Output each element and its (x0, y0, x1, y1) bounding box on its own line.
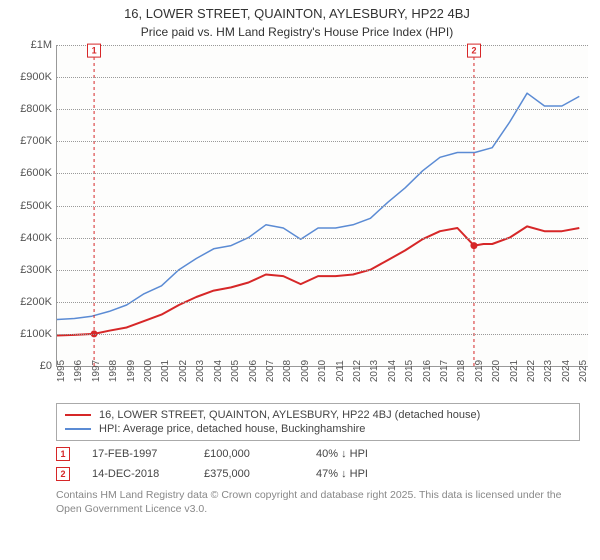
legend-item-price-paid: 16, LOWER STREET, QUAINTON, AYLESBURY, H… (65, 408, 571, 422)
plot-region: 12 (56, 45, 588, 367)
marker-dot (470, 242, 477, 249)
series-price_paid (57, 226, 579, 335)
chart-title: 16, LOWER STREET, QUAINTON, AYLESBURY, H… (4, 6, 590, 21)
y-axis-label: £300K (8, 264, 52, 276)
y-axis-label: £500K (8, 200, 52, 212)
gridline-h (57, 173, 588, 174)
transaction-delta-2: 47% ↓ HPI (316, 468, 406, 480)
y-axis-label: £400K (8, 232, 52, 244)
legend-item-hpi: HPI: Average price, detached house, Buck… (65, 422, 571, 436)
transaction-price-1: £100,000 (204, 448, 294, 460)
chart-area: 12 1995199619971998199920002001200220032… (8, 45, 588, 397)
y-axis-label: £100K (8, 328, 52, 340)
gridline-h (57, 206, 588, 207)
gridline-h (57, 334, 588, 335)
gridline-h (57, 77, 588, 78)
transaction-row-2: 2 14-DEC-2018 £375,000 47% ↓ HPI (56, 467, 590, 481)
transaction-date-2: 14-DEC-2018 (92, 468, 182, 480)
gridline-h (57, 302, 588, 303)
gridline-h (57, 238, 588, 239)
y-axis-label: £200K (8, 296, 52, 308)
y-axis-label: £1M (8, 39, 52, 51)
marker-badge-1: 1 (56, 447, 70, 461)
y-axis-label: £600K (8, 167, 52, 179)
footnote: Contains HM Land Registry data © Crown c… (56, 489, 580, 516)
marker-badge-2: 2 (56, 467, 70, 481)
marker-box: 2 (467, 44, 481, 58)
gridline-h (57, 141, 588, 142)
legend-swatch-blue (65, 428, 91, 430)
gridline-h (57, 109, 588, 110)
transaction-date-1: 17-FEB-1997 (92, 448, 182, 460)
x-axis-ticks: 1995199619971998199920002001200220032004… (56, 367, 588, 397)
legend: 16, LOWER STREET, QUAINTON, AYLESBURY, H… (56, 403, 580, 441)
gridline-h (57, 45, 588, 46)
chart-subtitle: Price paid vs. HM Land Registry's House … (4, 25, 590, 39)
marker-box: 1 (87, 44, 101, 58)
transaction-price-2: £375,000 (204, 468, 294, 480)
chart-container: 16, LOWER STREET, QUAINTON, AYLESBURY, H… (0, 0, 600, 560)
y-axis-label: £0 (8, 360, 52, 372)
y-axis-label: £800K (8, 103, 52, 115)
y-axis-label: £900K (8, 71, 52, 83)
legend-label-2: HPI: Average price, detached house, Buck… (99, 423, 365, 435)
transaction-row-1: 1 17-FEB-1997 £100,000 40% ↓ HPI (56, 447, 590, 461)
gridline-h (57, 270, 588, 271)
transaction-delta-1: 40% ↓ HPI (316, 448, 406, 460)
legend-swatch-red (65, 414, 91, 416)
legend-label-1: 16, LOWER STREET, QUAINTON, AYLESBURY, H… (99, 409, 480, 421)
x-axis-label: 2025 (578, 360, 600, 382)
y-axis-label: £700K (8, 135, 52, 147)
